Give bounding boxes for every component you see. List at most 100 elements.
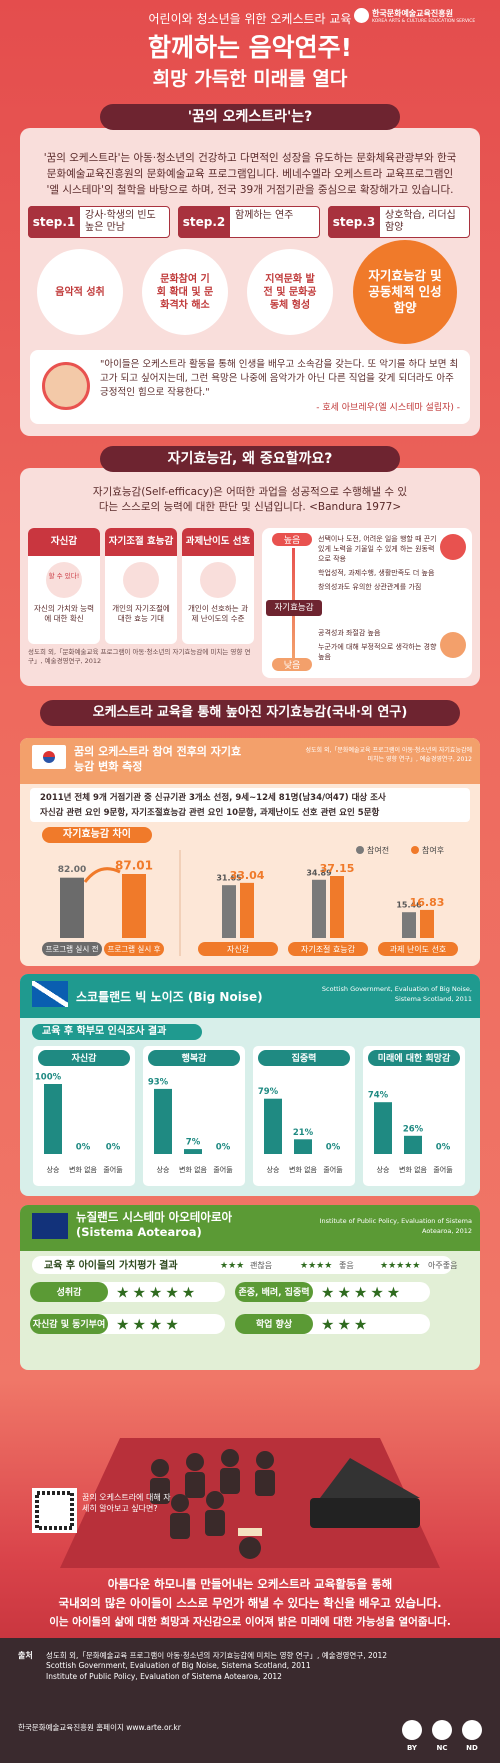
goal-circle: 자기효능감 및 공동체적 인성 함양 xyxy=(353,240,457,344)
korea-chart: 82.00 프로그램 실시 전 87.01 프로그램 실시 후 참여전 31.65 34.8… xyxy=(42,845,458,956)
factor-icon xyxy=(46,562,82,598)
category-label: 변화 없음 xyxy=(179,1166,208,1174)
value-label: 7% xyxy=(186,1138,201,1148)
category-label: 상승 xyxy=(377,1165,390,1174)
item-pill xyxy=(30,1314,108,1334)
piano-lid xyxy=(320,1458,420,1498)
item-label: 존중, 배려, 집중력 xyxy=(238,1286,309,1298)
korea-bullet: 2011년 전체 9개 거점기관 중 신규기관 3개소 선정, 9세~12세 8… xyxy=(40,793,386,803)
korea-source: 성도희 외,「문화예술교육 프로그램이 아동·청소년의 자기효능감에 미치는 영… xyxy=(305,747,472,763)
footer xyxy=(0,1638,500,1763)
panel-header xyxy=(38,1050,130,1066)
panel-header xyxy=(148,1050,240,1066)
korea-title: 꿈의 오케스트라 참여 전후의 자기효능감 변화 측정 xyxy=(74,745,242,773)
category-label: 변화 없음 xyxy=(69,1166,98,1174)
factors-source: 성도희 외,「문화예술교육 프로그램이 아동·청소년의 자기효능감에 미치는 영… xyxy=(28,648,251,665)
value-label: 93% xyxy=(148,1077,169,1087)
step-text: 상호학습, 리더십 함양 xyxy=(385,210,456,233)
quote-author: - 호세 아브레우(엘 시스테마 설립자) - xyxy=(316,403,460,413)
value-label: 0% xyxy=(326,1143,341,1153)
factor-desc: 자신의 가치와 능력에 대한 확신 xyxy=(34,604,94,623)
category-label: 상승 xyxy=(47,1165,60,1174)
license-icon xyxy=(462,1720,482,1740)
step-label: step.1 xyxy=(28,206,80,238)
research-heading: 오케스트라 교육을 통해 높아진 자기효능감(국내·외 연구) xyxy=(40,700,460,726)
chart-title: 교육 후 아이들의 가치평가 결과 xyxy=(44,1259,178,1272)
low-item: 공격성과 좌절감 높음 xyxy=(318,629,381,637)
value-label: 100% xyxy=(35,1073,62,1083)
legend-swatch xyxy=(356,846,364,854)
quote: "아이들은 오케스트라 활동을 통해 인생을 배우고 소속감을 갖는다. 또 악… xyxy=(100,359,459,398)
legend-label: 좋음 xyxy=(339,1261,354,1270)
item-label: 학업 향상 xyxy=(256,1318,293,1330)
logo-icon xyxy=(354,8,369,23)
high-item: 선택이나 도전, 어려운 일을 행할 때 끈기 있게 노력을 기울일 수 있게 … xyxy=(318,535,437,563)
bar xyxy=(374,1102,392,1154)
category-pill xyxy=(42,942,102,956)
category-label: 프로그램 실시 전 xyxy=(45,944,98,954)
efficacy-heading: 자기효능감, 왜 중요할까요? xyxy=(100,446,400,472)
item-pill xyxy=(30,1282,108,1302)
efficacy-body: 자기효능감(Self-efficacy)은 어떠한 과업을 성공적으로 수행해낼… xyxy=(92,486,408,513)
bar xyxy=(402,912,416,938)
scotland-header xyxy=(20,974,480,1018)
scotland-flag xyxy=(32,981,68,1007)
panel-title: 자신감 xyxy=(72,1052,98,1064)
logo-name: 한국문화예술교육진흥원 xyxy=(372,9,453,18)
category-label: 자기조절 효능감 xyxy=(301,944,356,954)
rating-stars: ★★★ xyxy=(321,1316,370,1334)
korea-bullet: 자신감 관련 요인 9문항, 자기조절효능감 관련 요인 10문항, 과제난이도… xyxy=(40,808,380,818)
legend-stars: ★★★★★ xyxy=(380,1261,420,1271)
closing-line: 이는 아이들의 삶에 대한 희망과 자신감으로 이어져 밝은 미래에 대한 가능… xyxy=(49,1616,451,1628)
bar xyxy=(264,1098,282,1154)
scotland-chart-title: 교육 후 학부모 인식조사 결과 xyxy=(32,1024,202,1040)
title: 함께하는 음악연주! xyxy=(147,33,353,62)
bar xyxy=(312,879,326,938)
item-label: 자신감 및 동기부여 xyxy=(33,1318,106,1330)
factor-icon xyxy=(200,562,236,598)
step-text: 함께하는 연주 xyxy=(235,210,294,221)
item-label: 성취감 xyxy=(57,1286,83,1298)
factor-name: 과제난이도 선호 xyxy=(182,528,254,556)
value-label: 0% xyxy=(436,1143,451,1153)
factor-desc: 개인이 선호하는 과제 난이도의 수준 xyxy=(188,604,248,623)
source-label: 출처 xyxy=(18,1651,33,1660)
qr-pattern xyxy=(35,1491,74,1530)
license-icon xyxy=(402,1720,422,1740)
factor-icon xyxy=(123,562,159,598)
korea-bullets-box xyxy=(30,788,470,822)
value-label: 31.65 xyxy=(216,874,242,883)
value-label: 79% xyxy=(258,1087,279,1097)
bar xyxy=(222,885,236,938)
korea-flag xyxy=(32,745,66,769)
factor-badge: 할 수 있다! xyxy=(48,572,80,580)
rating-stars: ★★★★★ xyxy=(321,1284,403,1302)
panel-header xyxy=(258,1050,350,1066)
bar xyxy=(60,877,84,938)
scotland-chart: 자신감 100% 상승 0% 변화 없음 0% 줄어듦 행복감 93% 상승 7% 변화 없음 0% 줄어… xyxy=(33,1046,465,1186)
title-pill xyxy=(32,1256,452,1274)
license-label: NC xyxy=(436,1744,448,1752)
intro-body: '꿈의 오케스트라'는 아동·청소년의 건강하고 다면적인 성장을 유도하는 문… xyxy=(43,152,457,196)
panel-title: 미래에 대한 희망감 xyxy=(378,1052,451,1064)
value-label: 0% xyxy=(76,1143,91,1153)
category-label: 줄어듦 xyxy=(433,1165,453,1174)
source-item: 성도희 외,「문화예술교육 프로그램이 아동·청소년의 자기효능감에 미치는 영… xyxy=(46,1651,388,1660)
korea-chart-title: 자기효능감 차이 xyxy=(42,827,152,843)
category-label: 상승 xyxy=(267,1165,280,1174)
logo-name-en: KOREA ARTS & CULTURE EDUCATION SERVICE xyxy=(372,19,476,24)
category-label: 줄어듦 xyxy=(103,1165,123,1174)
panel-title: 행복감 xyxy=(182,1052,208,1064)
qr-text: 꿈의 오케스트라에 대해 자세히 알아보고 싶다면? xyxy=(82,1493,171,1513)
value-label: 82.00 xyxy=(58,865,86,875)
high-item: 학업성적, 과제수행, 생활만족도 더 높음 xyxy=(318,569,435,577)
value-label: 74% xyxy=(368,1091,389,1101)
step-label: step.2 xyxy=(178,206,230,238)
legend-label: 괜찮음 xyxy=(250,1260,272,1270)
source-item: Scottish Government, Evaluation of Big N… xyxy=(46,1661,311,1670)
center-label: 자기효능감 xyxy=(266,600,322,616)
orchestra-illustration xyxy=(32,1438,440,1568)
legend-swatch xyxy=(411,846,419,854)
kicker: 어린이와 청소년을 위한 오케스트라 교육 xyxy=(148,12,352,26)
bar xyxy=(294,1139,312,1154)
